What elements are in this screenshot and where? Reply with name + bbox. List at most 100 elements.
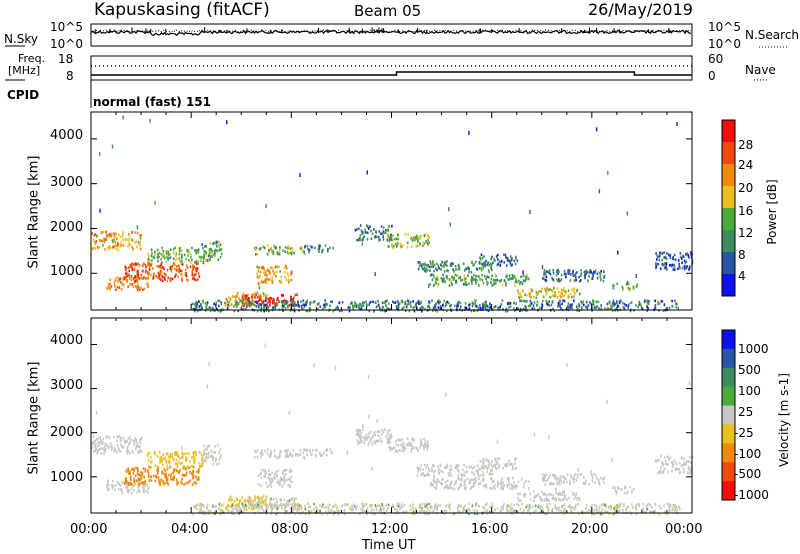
- velocity-cell: [258, 500, 261, 504]
- velocity-cell: [143, 488, 145, 492]
- velocity-cell: [272, 479, 274, 483]
- power-cell: [117, 243, 119, 247]
- power-cell: [415, 245, 418, 248]
- velocity-cell: [486, 466, 489, 470]
- velocity-cell: [394, 508, 396, 511]
- velocity-cell: [388, 445, 391, 449]
- velocity-cell: [378, 509, 381, 513]
- power-cell: [552, 271, 555, 275]
- velocity-cell: [543, 478, 545, 481]
- power-cell: [306, 244, 309, 248]
- velocity-cell: [593, 508, 595, 512]
- velocity-cell: [563, 496, 566, 500]
- power-cell: [390, 238, 393, 242]
- power-cell: [467, 266, 469, 269]
- power-cell: [198, 255, 201, 259]
- velocity-cell: [378, 504, 380, 508]
- power-cell: [360, 305, 362, 308]
- velocity-cell: [537, 504, 540, 507]
- vel-cb-label: Velocity [m s-1]: [777, 373, 791, 467]
- velocity-cell: [688, 467, 690, 471]
- velocity-cell: [254, 450, 257, 453]
- power-cell: [256, 309, 259, 313]
- velocity-cell: [373, 512, 375, 516]
- power-cell: [679, 266, 681, 270]
- power-cell: [600, 304, 602, 307]
- power-cell: [209, 309, 212, 312]
- velocity-cell: [366, 436, 368, 440]
- power-cell: [422, 306, 424, 309]
- power-cell: [382, 230, 385, 233]
- velocity-cell: [147, 458, 150, 462]
- power-cell: [292, 302, 294, 306]
- velocity-cell: [172, 468, 175, 472]
- power-cell: [287, 252, 290, 255]
- velocity-cell: [543, 499, 546, 502]
- velocity-cell: [344, 503, 346, 506]
- power-cell: [520, 281, 522, 284]
- velocity-cell: [188, 480, 190, 484]
- power-cell: [275, 246, 277, 249]
- power-cell: [565, 290, 567, 293]
- power-cell: [281, 304, 284, 308]
- velocity-cell: [262, 500, 265, 503]
- velocity-cell: [157, 467, 159, 470]
- power-cell: [357, 227, 360, 231]
- velocity-cell: [466, 508, 469, 512]
- velocity-cell: [246, 499, 248, 503]
- velocity-cell: [473, 512, 476, 515]
- velocity-cell: [376, 430, 379, 434]
- velocity-cell: [256, 496, 259, 499]
- velocity-cell: [120, 445, 123, 448]
- velocity-cell: [601, 512, 603, 516]
- power-cell: [481, 279, 484, 282]
- power-cell: [147, 257, 150, 261]
- velocity-cell: [558, 478, 560, 481]
- power-cell: [478, 267, 481, 270]
- velocity-cell: [571, 506, 574, 509]
- power-cell: [397, 237, 399, 241]
- nsky-panel: [90, 23, 693, 47]
- power-cell: [494, 273, 497, 277]
- velocity-cell: [345, 503, 348, 507]
- power-cell: [127, 266, 130, 269]
- velocity-cell: [200, 452, 202, 457]
- power-cell: [144, 263, 147, 267]
- power-cell: [505, 275, 507, 279]
- power-cell: [291, 250, 293, 253]
- power-cell: [468, 267, 470, 271]
- velocity-cell: [517, 497, 519, 500]
- power-cell: [265, 204, 267, 209]
- power-cell: [603, 270, 605, 273]
- power-cell: [256, 265, 258, 269]
- velocity-cell: [542, 510, 545, 514]
- power-cell: [241, 299, 244, 303]
- velocity-cell: [674, 503, 676, 507]
- power-cell: [286, 267, 288, 270]
- power-cell: [210, 247, 212, 251]
- velocity-cell: [458, 478, 461, 481]
- power-cell: [111, 239, 114, 242]
- velocity-cell: [635, 507, 637, 510]
- velocity-cell: [271, 508, 274, 511]
- power-cell: [165, 260, 167, 263]
- velocity-cell: [562, 498, 565, 501]
- velocity-cell: [276, 500, 278, 504]
- velocity-cell: [615, 509, 617, 513]
- power-cell: [243, 302, 246, 305]
- power-cell: [595, 300, 598, 304]
- power-cell: [377, 235, 380, 239]
- power-cell: [273, 245, 276, 248]
- velocity-cell: [284, 455, 287, 458]
- xlabel: Time UT: [362, 538, 416, 553]
- velocity-cell: [290, 502, 292, 506]
- power-cell: [480, 253, 483, 256]
- power-cell: [280, 294, 283, 297]
- velocity-cell: [171, 453, 174, 456]
- power-cell: [440, 263, 442, 266]
- power-cell: [433, 269, 435, 273]
- power-cell: [542, 295, 545, 299]
- velocity-cell: [363, 504, 365, 508]
- power-cell: [418, 299, 420, 303]
